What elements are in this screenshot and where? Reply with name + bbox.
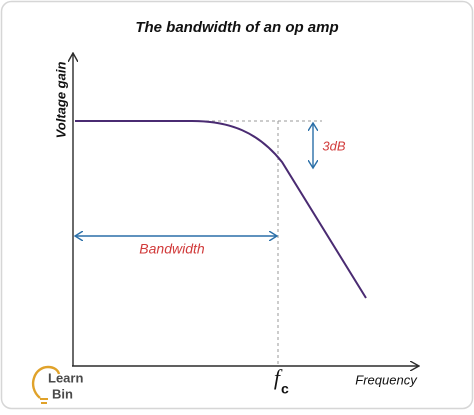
x-axis-label: Frequency <box>355 372 418 387</box>
bandwidth-label: Bandwidth <box>139 241 205 257</box>
response-curve <box>75 120 367 299</box>
y-axis-label: Voltage gain <box>53 62 68 139</box>
cutoff-symbol: f <box>274 365 283 390</box>
cutoff-subscript: c <box>281 381 289 397</box>
logo-text: Learn <box>48 370 83 385</box>
logo: Learn Bin <box>31 365 83 404</box>
gain-drop-label: 3dB <box>322 138 345 153</box>
logo-text: Bin <box>52 386 73 401</box>
title: The bandwidth of an op amp <box>135 19 338 36</box>
